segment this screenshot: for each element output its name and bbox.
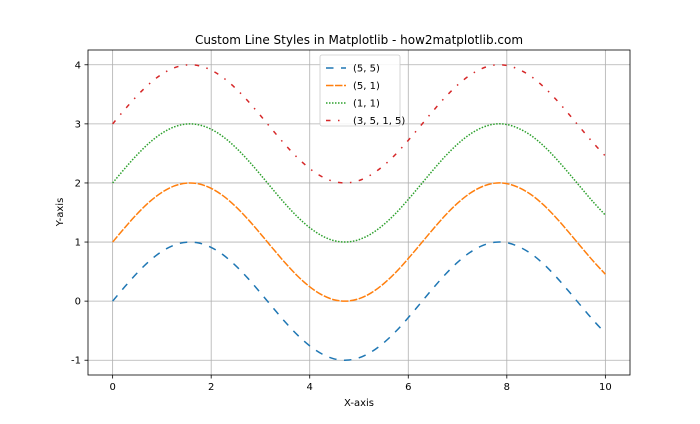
chart-title: Custom Line Styles in Matplotlib - how2m…: [195, 33, 523, 47]
x-tick-label: 10: [599, 382, 612, 393]
y-tick-label: 0: [75, 297, 81, 308]
y-axis-label: Y-axis: [55, 198, 66, 228]
legend-label: (1, 1): [353, 99, 380, 110]
y-tick-label: 2: [75, 178, 81, 189]
legend-box: [319, 54, 401, 127]
x-tick-label: 8: [504, 382, 510, 393]
legend-label: (3, 5, 1, 5): [353, 116, 405, 127]
y-tick-label: 1: [75, 238, 81, 249]
series-lines: [112, 63, 606, 361]
series-line-2: [112, 123, 606, 243]
x-tick-label: 2: [208, 382, 214, 393]
x-tick-label: 6: [405, 382, 411, 393]
plot-area-frame: [87, 49, 631, 376]
legend-label: (5, 1): [353, 81, 380, 92]
x-tick-label: 4: [307, 382, 313, 393]
ticks: 0 2 4 6 8 10 -1 0 1 2 3 4: [71, 60, 612, 393]
y-tick-label: -1: [71, 356, 81, 367]
y-tick-label: 3: [75, 119, 81, 130]
legend-label: (5, 5): [353, 64, 380, 75]
x-axis-label: X-axis: [344, 398, 374, 409]
series-line-0: [112, 241, 606, 361]
x-tick-label: 0: [109, 382, 115, 393]
grid: [88, 50, 630, 375]
series-line-3: [112, 63, 606, 184]
y-tick-label: 4: [75, 60, 81, 71]
series-line-1: [112, 182, 606, 302]
legend: (5, 5) (5, 1) (1, 1) (3, 5, 1, 5): [319, 54, 405, 127]
